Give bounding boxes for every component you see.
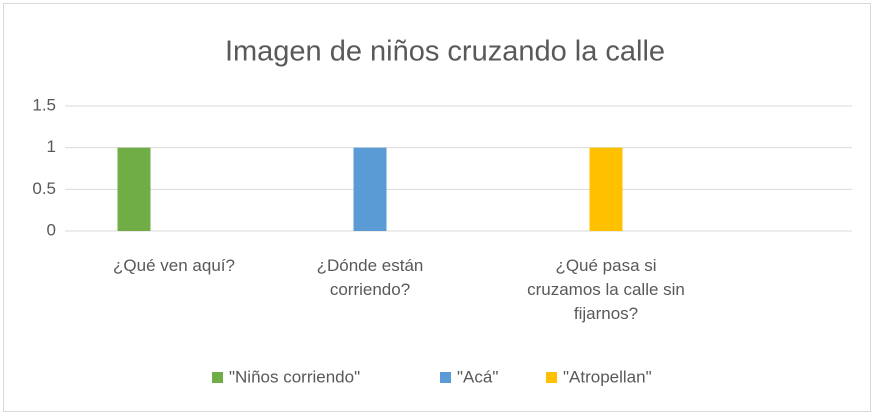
- legend-swatch: [440, 372, 451, 383]
- bar: [589, 147, 623, 231]
- legend-label: "Acá": [457, 367, 498, 386]
- legend-label: "Niños corriendo": [229, 367, 360, 386]
- y-tick-label: 0: [47, 220, 56, 239]
- x-tick-label: ¿Qué pasa si cruzamos la calle sin fijar…: [527, 256, 685, 323]
- y-tick-label: 1: [47, 137, 56, 156]
- legend-swatch: [212, 372, 223, 383]
- bar: [117, 147, 151, 231]
- legend-swatch: [546, 372, 557, 383]
- legend-label: "Atropellan": [563, 367, 652, 386]
- chart-title: Imagen de niños cruzando la calle: [225, 36, 665, 68]
- bar: [353, 147, 387, 231]
- y-tick-label: 1.5: [32, 95, 56, 114]
- y-tick-label: 0.5: [32, 179, 56, 198]
- x-tick-label: ¿Qué ven aquí?: [113, 256, 235, 275]
- x-tick-label: ¿Dónde están corriendo?: [316, 256, 424, 299]
